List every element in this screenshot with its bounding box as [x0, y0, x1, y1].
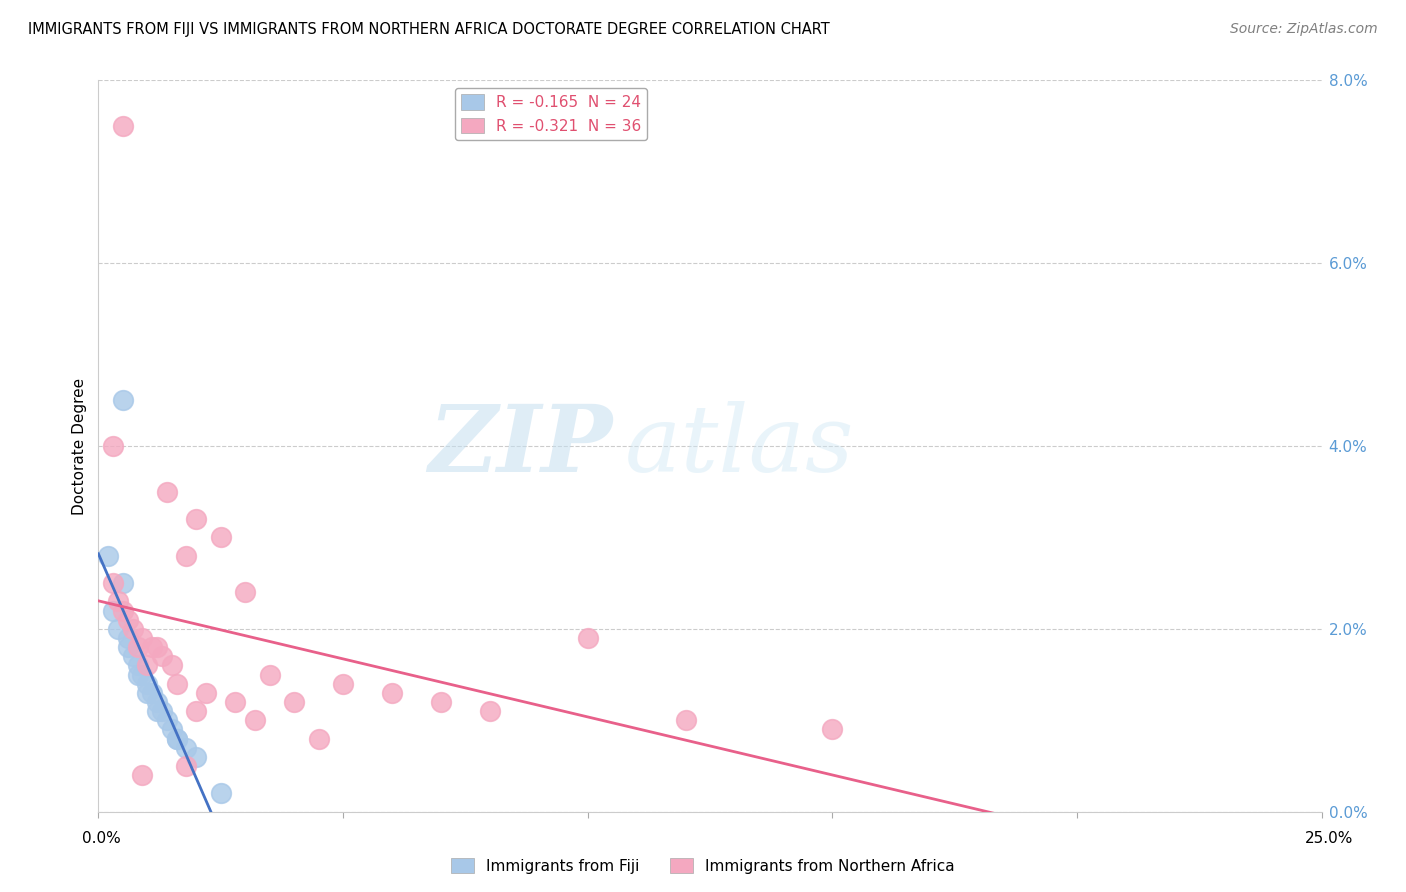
Point — [195, 686, 218, 700]
Point — [430, 695, 453, 709]
Point — [101, 603, 124, 617]
Point — [283, 695, 305, 709]
Point — [160, 658, 183, 673]
Point — [209, 530, 232, 544]
Point — [150, 704, 173, 718]
Point — [176, 759, 198, 773]
Point — [131, 667, 153, 681]
Point — [243, 714, 266, 728]
Point — [141, 686, 163, 700]
Point — [136, 686, 159, 700]
Text: Source: ZipAtlas.com: Source: ZipAtlas.com — [1230, 22, 1378, 37]
Point — [176, 740, 198, 755]
Point — [176, 549, 198, 563]
Point — [259, 667, 281, 681]
Point — [150, 649, 173, 664]
Point — [576, 631, 599, 645]
Legend: R = -0.165  N = 24, R = -0.321  N = 36: R = -0.165 N = 24, R = -0.321 N = 36 — [454, 88, 647, 140]
Point — [121, 622, 143, 636]
Point — [308, 731, 330, 746]
Point — [166, 731, 188, 746]
Point — [166, 676, 188, 690]
Y-axis label: Doctorate Degree: Doctorate Degree — [72, 377, 87, 515]
Point — [136, 676, 159, 690]
Text: atlas: atlas — [624, 401, 853, 491]
Point — [209, 787, 232, 801]
Point — [186, 704, 208, 718]
Point — [146, 695, 169, 709]
Point — [141, 640, 163, 655]
Point — [121, 649, 143, 664]
Text: 0.0%: 0.0% — [82, 831, 121, 846]
Point — [111, 119, 134, 133]
Point — [186, 512, 208, 526]
Point — [111, 603, 134, 617]
Point — [131, 768, 153, 782]
Point — [166, 731, 188, 746]
Point — [224, 695, 246, 709]
Point — [156, 714, 179, 728]
Point — [478, 704, 501, 718]
Point — [111, 576, 134, 591]
Point — [117, 613, 139, 627]
Text: ZIP: ZIP — [427, 401, 612, 491]
Text: IMMIGRANTS FROM FIJI VS IMMIGRANTS FROM NORTHERN AFRICA DOCTORATE DEGREE CORRELA: IMMIGRANTS FROM FIJI VS IMMIGRANTS FROM … — [28, 22, 830, 37]
Point — [136, 658, 159, 673]
Point — [233, 585, 256, 599]
Point — [186, 749, 208, 764]
Point — [332, 676, 354, 690]
Point — [97, 549, 120, 563]
Point — [127, 640, 149, 655]
Point — [107, 594, 129, 608]
Legend: Immigrants from Fiji, Immigrants from Northern Africa: Immigrants from Fiji, Immigrants from No… — [444, 852, 962, 880]
Point — [117, 640, 139, 655]
Point — [675, 714, 697, 728]
Point — [101, 576, 124, 591]
Point — [107, 622, 129, 636]
Point — [146, 704, 169, 718]
Point — [131, 631, 153, 645]
Point — [156, 484, 179, 499]
Text: 25.0%: 25.0% — [1305, 831, 1353, 846]
Point — [117, 631, 139, 645]
Point — [101, 439, 124, 453]
Point — [160, 723, 183, 737]
Point — [381, 686, 404, 700]
Point — [111, 393, 134, 408]
Point — [127, 667, 149, 681]
Point — [127, 658, 149, 673]
Point — [821, 723, 844, 737]
Point — [146, 640, 169, 655]
